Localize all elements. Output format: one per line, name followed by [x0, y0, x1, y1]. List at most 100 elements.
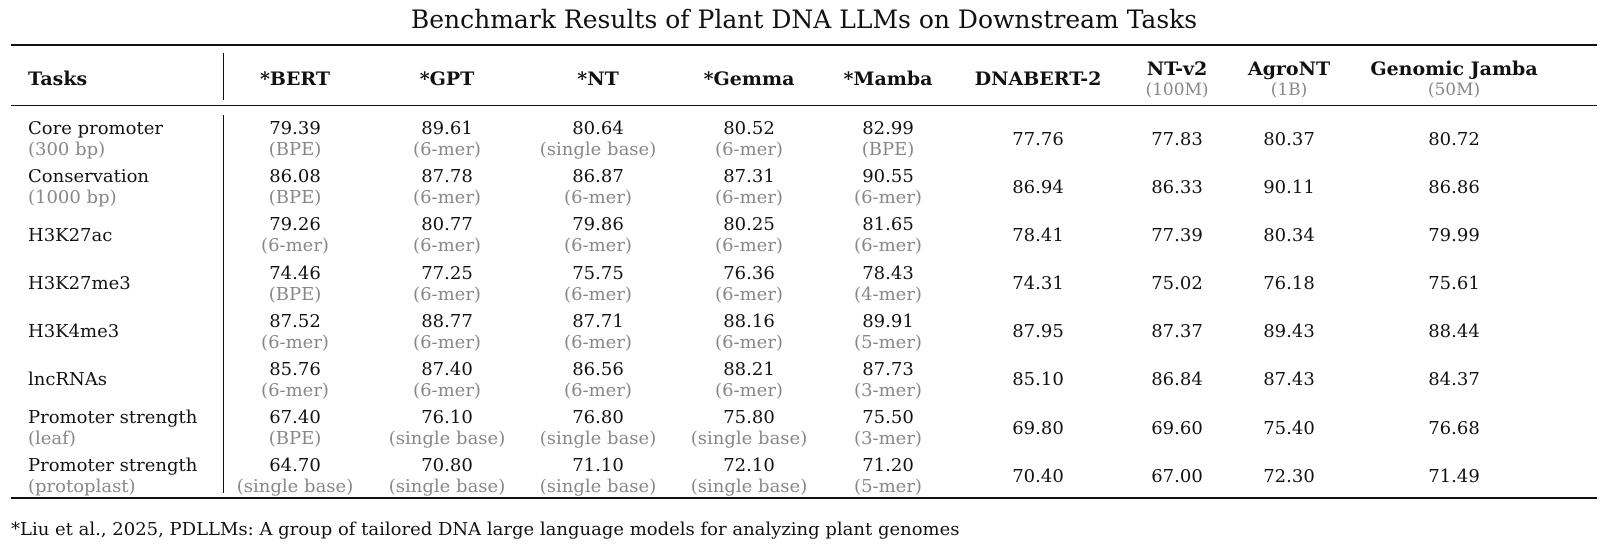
score-value: 69.80: [1012, 417, 1064, 439]
score-cell: 90.55 (6-mer): [828, 164, 948, 210]
tokenizer-label: (BPE): [268, 283, 322, 305]
score-cell: 76.18: [1234, 261, 1344, 307]
tokenizer-label: (6-mer): [413, 235, 481, 257]
task-cell: lncRNAs: [28, 357, 107, 403]
tokenizer-label: (6-mer): [413, 331, 481, 353]
header-col-1: *GPT: [382, 54, 512, 104]
score-value: 88.21: [723, 358, 775, 380]
table-row: Conservation (1000 bp) 86.08 (BPE) 87.78 (6-m…: [0, 164, 1608, 212]
score-cell: 88.44: [1359, 309, 1549, 355]
body-column-divider: [223, 115, 224, 493]
task-name: Conservation: [28, 166, 150, 188]
score-cell: 86.08 (BPE): [230, 164, 360, 210]
score-cell: 85.10: [958, 357, 1118, 403]
score-value: 90.55: [862, 166, 914, 188]
score-cell: 74.31: [958, 261, 1118, 307]
score-cell: 67.00: [1117, 453, 1237, 499]
score-cell: 89.61 (6-mer): [382, 116, 512, 162]
score-value: 86.94: [1012, 176, 1064, 198]
score-cell: 69.80: [958, 405, 1118, 451]
score-value: 86.84: [1151, 369, 1203, 391]
score-value: 86.08: [269, 166, 321, 188]
header-name: *Mamba: [843, 68, 933, 90]
score-value: 87.40: [421, 358, 473, 380]
score-value: 86.86: [1428, 176, 1480, 198]
header-col-5: DNABERT-2: [958, 54, 1118, 104]
score-cell: 77.39: [1117, 212, 1237, 258]
table-row: Core promoter (300 bp) 79.39 (BPE) 89.61 (6-m…: [0, 116, 1608, 164]
score-cell: 84.37: [1359, 357, 1549, 403]
task-name: H3K27me3: [28, 273, 131, 295]
score-value: 72.10: [723, 455, 775, 477]
score-value: 76.18: [1263, 273, 1315, 295]
tokenizer-label: (6-mer): [261, 379, 329, 401]
tokenizer-label: (6-mer): [413, 283, 481, 305]
score-cell: 85.76 (6-mer): [230, 357, 360, 403]
tokenizer-label: (6-mer): [413, 379, 481, 401]
header-column-divider: [223, 53, 224, 100]
tokenizer-label: (BPE): [861, 139, 915, 160]
score-cell: 82.99 (BPE): [828, 116, 948, 162]
task-name: H3K27ac: [28, 224, 113, 246]
score-cell: 89.43: [1234, 309, 1344, 355]
score-cell: 67.40 (BPE): [230, 405, 360, 451]
score-cell: 81.65 (6-mer): [828, 212, 948, 258]
score-value: 87.52: [269, 310, 321, 332]
score-cell: 87.52 (6-mer): [230, 309, 360, 355]
score-cell: 87.78 (6-mer): [382, 164, 512, 210]
score-cell: 80.37: [1234, 116, 1344, 162]
header-subtitle: (1B): [1270, 80, 1308, 100]
header-rule: [11, 105, 1597, 106]
score-cell: 87.37: [1117, 309, 1237, 355]
tokenizer-label: (3-mer): [854, 428, 922, 450]
score-value: 75.02: [1151, 273, 1203, 295]
score-value: 88.44: [1428, 321, 1480, 343]
tokenizer-label: (BPE): [268, 428, 322, 450]
tokenizer-label: (single base): [388, 428, 506, 450]
score-cell: 75.40: [1234, 405, 1344, 451]
score-value: 81.65: [862, 214, 914, 236]
score-value: 80.34: [1263, 224, 1315, 246]
tokenizer-label: (single base): [236, 476, 354, 498]
table-row: H3K27me3 74.46 (BPE) 77.25 (6-mer) 75.75 (6-me…: [0, 261, 1608, 309]
header-name: *GPT: [419, 68, 475, 90]
score-cell: 87.40 (6-mer): [382, 357, 512, 403]
score-value: 89.61: [421, 118, 473, 139]
score-value: 87.43: [1263, 369, 1315, 391]
score-value: 87.31: [723, 166, 775, 188]
score-cell: 72.10 (single base): [679, 453, 819, 499]
score-value: 76.68: [1428, 417, 1480, 439]
score-cell: 75.75 (6-mer): [528, 261, 668, 307]
task-name: Core promoter: [28, 118, 163, 139]
tokenizer-label: (5-mer): [854, 476, 922, 498]
score-cell: 80.72: [1359, 116, 1549, 162]
tokenizer-label: (single base): [539, 428, 657, 450]
task-cell: H3K27ac: [28, 212, 112, 258]
score-cell: 75.02: [1117, 261, 1237, 307]
score-value: 76.10: [421, 407, 473, 429]
header-subtitle: (100M): [1145, 80, 1209, 100]
score-value: 70.40: [1012, 465, 1064, 487]
tokenizer-label: (6-mer): [715, 283, 783, 305]
score-cell: 75.61: [1359, 261, 1549, 307]
score-value: 67.00: [1151, 465, 1203, 487]
score-cell: 86.33: [1117, 164, 1237, 210]
score-value: 77.76: [1012, 128, 1064, 150]
header-name: *Gemma: [703, 68, 795, 90]
score-value: 76.80: [572, 407, 624, 429]
score-value: 75.80: [723, 407, 775, 429]
score-cell: 69.60: [1117, 405, 1237, 451]
table-row: lncRNAs 85.76 (6-mer) 87.40 (6-mer) 86.56 (6-m…: [0, 357, 1608, 405]
score-value: 78.41: [1012, 224, 1064, 246]
score-value: 87.37: [1151, 321, 1203, 343]
tokenizer-label: (6-mer): [715, 187, 783, 209]
tokenizer-label: (6-mer): [715, 331, 783, 353]
score-value: 79.26: [269, 214, 321, 236]
score-value: 88.77: [421, 310, 473, 332]
table-row: Promoter strength (leaf) 67.40 (BPE) 76.10 (s…: [0, 405, 1608, 453]
score-cell: 79.26 (6-mer): [230, 212, 360, 258]
score-cell: 77.83: [1117, 116, 1237, 162]
score-value: 71.20: [862, 455, 914, 477]
score-value: 79.86: [572, 214, 624, 236]
